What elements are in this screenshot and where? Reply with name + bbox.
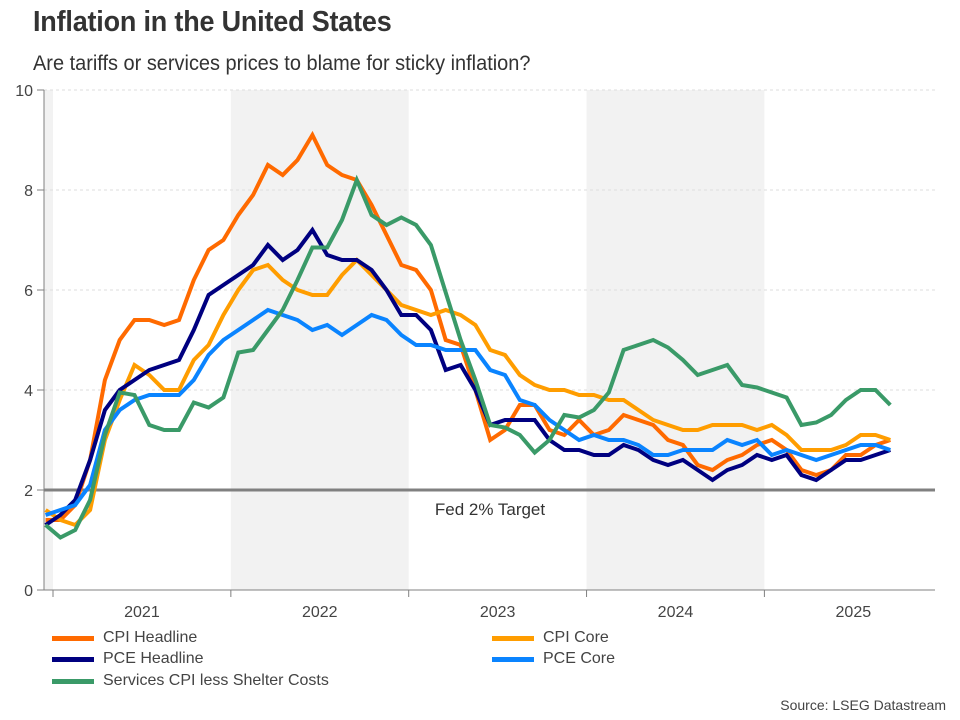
series-line-cpi-core bbox=[44, 257, 891, 528]
legend-item-cpi-headline: CPI Headline bbox=[52, 628, 197, 648]
legend-label: PCE Core bbox=[543, 650, 616, 667]
legend-label: CPI Headline bbox=[103, 629, 198, 646]
x-tick-label: 2025 bbox=[836, 604, 872, 621]
chart-subtitle: Are tariffs or services prices to blame … bbox=[33, 52, 531, 75]
series-line-services-cpi-less-shelter-costs bbox=[44, 174, 892, 540]
legend-item-cpi-core: CPI Core bbox=[492, 628, 609, 648]
y-tick-label: 8 bbox=[24, 183, 33, 200]
chart-title: Inflation in the United States bbox=[33, 6, 392, 38]
series-lines bbox=[44, 130, 892, 540]
x-axis: 2021 2022 2023 2024 2025 bbox=[44, 589, 935, 621]
legend-label: CPI Core bbox=[543, 629, 609, 646]
legend-swatch bbox=[52, 678, 94, 684]
legend-swatch bbox=[52, 656, 94, 662]
shade-band-2022 bbox=[230, 90, 409, 590]
y-tick-label: 0 bbox=[24, 583, 33, 600]
legend-label: Services CPI less Shelter Costs bbox=[103, 672, 329, 689]
y-axis: 0 2 4 6 8 10 bbox=[15, 83, 45, 600]
legend-item-pce-core: PCE Core bbox=[492, 649, 615, 669]
legend-item-services-cpi-less-shelter-costs: Services CPI less Shelter Costs bbox=[52, 671, 329, 691]
x-tick-label: 2024 bbox=[658, 604, 694, 621]
source-note: Source: LSEG Datastream bbox=[780, 697, 946, 713]
series-line-cpi-headline bbox=[45, 130, 891, 522]
x-tick-label: 2021 bbox=[124, 604, 160, 621]
x-tick-label: 2023 bbox=[480, 604, 516, 621]
legend-swatch bbox=[52, 635, 94, 641]
fed-target-line-group: Fed 2% Target bbox=[44, 488, 935, 519]
y-tick-label: 10 bbox=[15, 83, 33, 100]
shade-band-2020 bbox=[44, 90, 53, 590]
y-tick-label: 4 bbox=[24, 383, 33, 400]
y-tick-label: 2 bbox=[24, 483, 33, 500]
shade-band-2024 bbox=[586, 90, 765, 590]
x-tick-label: 2022 bbox=[302, 604, 338, 621]
legend-label: PCE Headline bbox=[103, 650, 204, 667]
y-tick-label: 6 bbox=[24, 283, 33, 300]
legend-swatch bbox=[492, 635, 534, 641]
fed-target-label: Fed 2% Target bbox=[435, 500, 546, 519]
legend-item-pce-headline: PCE Headline bbox=[52, 649, 204, 669]
legend-swatch bbox=[492, 656, 534, 662]
series-line-pce-core bbox=[44, 307, 891, 517]
series-line-pce-headline bbox=[44, 226, 891, 527]
